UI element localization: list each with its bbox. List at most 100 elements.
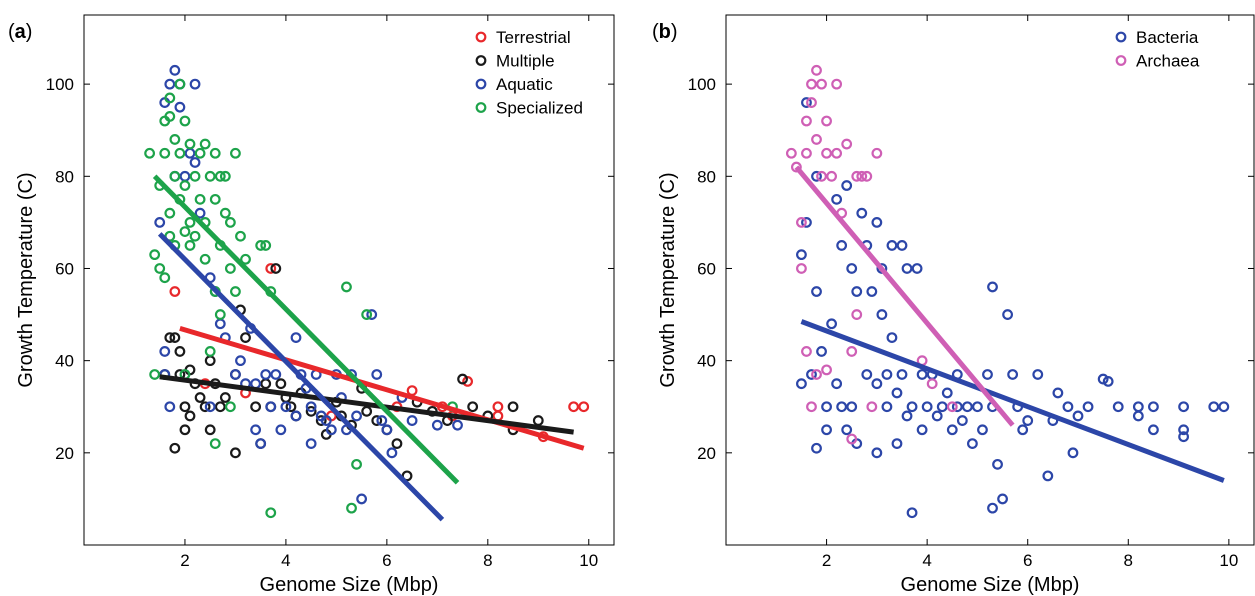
data-point — [901, 410, 913, 422]
data-point — [846, 263, 858, 274]
data-point — [791, 161, 802, 173]
data-point — [230, 369, 241, 380]
data-point — [199, 253, 211, 265]
y-tick-label: 60 — [697, 259, 716, 278]
data-point — [906, 401, 918, 413]
data-point — [356, 493, 368, 505]
data-point — [896, 240, 908, 251]
data-point — [826, 318, 837, 330]
data-point — [209, 438, 221, 450]
data-point — [305, 438, 317, 450]
x-tick-label: 4 — [281, 551, 290, 570]
data-point — [199, 138, 211, 150]
data-point — [406, 415, 418, 426]
data-point — [916, 424, 928, 436]
data-point — [921, 401, 933, 413]
data-point — [866, 401, 878, 413]
data-point — [179, 424, 191, 436]
y-tick-label: 40 — [697, 352, 716, 371]
data-point — [275, 424, 287, 436]
data-point — [204, 424, 216, 436]
panel-label-letter: a — [15, 21, 27, 43]
panel-label-close: ) — [26, 21, 33, 43]
panel-label-open: ( — [8, 21, 15, 43]
data-point — [1007, 369, 1019, 380]
data-point — [951, 401, 963, 413]
data-point — [275, 378, 287, 390]
data-point — [846, 346, 858, 357]
data-point — [972, 401, 983, 413]
data-point — [1017, 424, 1029, 436]
x-tick-label: 10 — [1219, 551, 1238, 570]
data-point — [230, 447, 241, 459]
data-point — [916, 369, 928, 380]
data-point — [796, 216, 807, 228]
data-point — [235, 230, 246, 242]
data-point — [265, 401, 277, 413]
data-point — [1178, 401, 1189, 413]
data-point — [926, 378, 938, 390]
data-point — [891, 387, 903, 399]
legend-marker — [475, 31, 487, 43]
x-axis-label: Genome Size (Mbp) — [260, 574, 439, 596]
x-tick-label: 4 — [922, 551, 931, 570]
data-point — [811, 64, 822, 76]
data-point — [290, 410, 302, 422]
data-point — [578, 401, 590, 413]
data-point — [851, 286, 863, 297]
data-point — [270, 369, 282, 380]
data-point — [381, 424, 393, 436]
data-point — [224, 263, 236, 274]
data-point — [997, 493, 1008, 505]
data-point — [189, 157, 201, 168]
data-point — [846, 401, 858, 413]
data-point — [871, 378, 883, 390]
data-point — [1022, 415, 1034, 426]
data-point — [325, 424, 337, 436]
panel-a: 2 4 6 8 10 20 40 60 80 100 Genome Size (Mbp) Growth… — [8, 14, 615, 596]
series-archaea — [785, 64, 958, 445]
fit-line-specialized — [152, 174, 460, 485]
data-point — [189, 78, 201, 90]
data-point — [164, 207, 176, 219]
legend-label: Bacteria — [1136, 28, 1199, 47]
data-point — [149, 369, 161, 380]
data-point — [906, 507, 918, 519]
legend-marker — [1115, 31, 1127, 43]
legend-label: Terrestrial — [496, 28, 571, 47]
data-point — [532, 415, 544, 426]
data-point — [164, 332, 176, 344]
data-point — [816, 170, 827, 182]
data-point — [866, 286, 878, 297]
data-point — [189, 230, 201, 242]
panel-label: (a) — [8, 21, 32, 43]
data-point — [871, 447, 883, 459]
data-point — [987, 502, 998, 514]
x-tick-label: 2 — [180, 551, 189, 570]
data-point — [457, 373, 468, 385]
data-point — [376, 415, 388, 426]
data-point — [901, 263, 913, 274]
data-point — [946, 424, 958, 436]
data-point — [169, 286, 181, 297]
plot-frame — [83, 14, 615, 546]
panel-label-open: ( — [652, 21, 659, 43]
data-point — [987, 281, 998, 293]
data-point — [881, 369, 893, 380]
data-point — [452, 419, 463, 431]
data-point — [305, 401, 317, 413]
data-point — [179, 401, 191, 413]
data-point — [821, 147, 832, 159]
y-tick-label: 20 — [55, 444, 74, 463]
data-point — [184, 147, 196, 159]
data-point — [811, 170, 822, 182]
data-point — [568, 401, 580, 413]
data-point — [467, 401, 479, 413]
data-point — [856, 207, 868, 219]
x-tick-label: 6 — [382, 551, 391, 570]
data-point — [1062, 401, 1074, 413]
data-point — [154, 263, 166, 274]
data-point — [811, 286, 822, 297]
data-point — [977, 424, 988, 436]
data-point — [462, 375, 474, 387]
